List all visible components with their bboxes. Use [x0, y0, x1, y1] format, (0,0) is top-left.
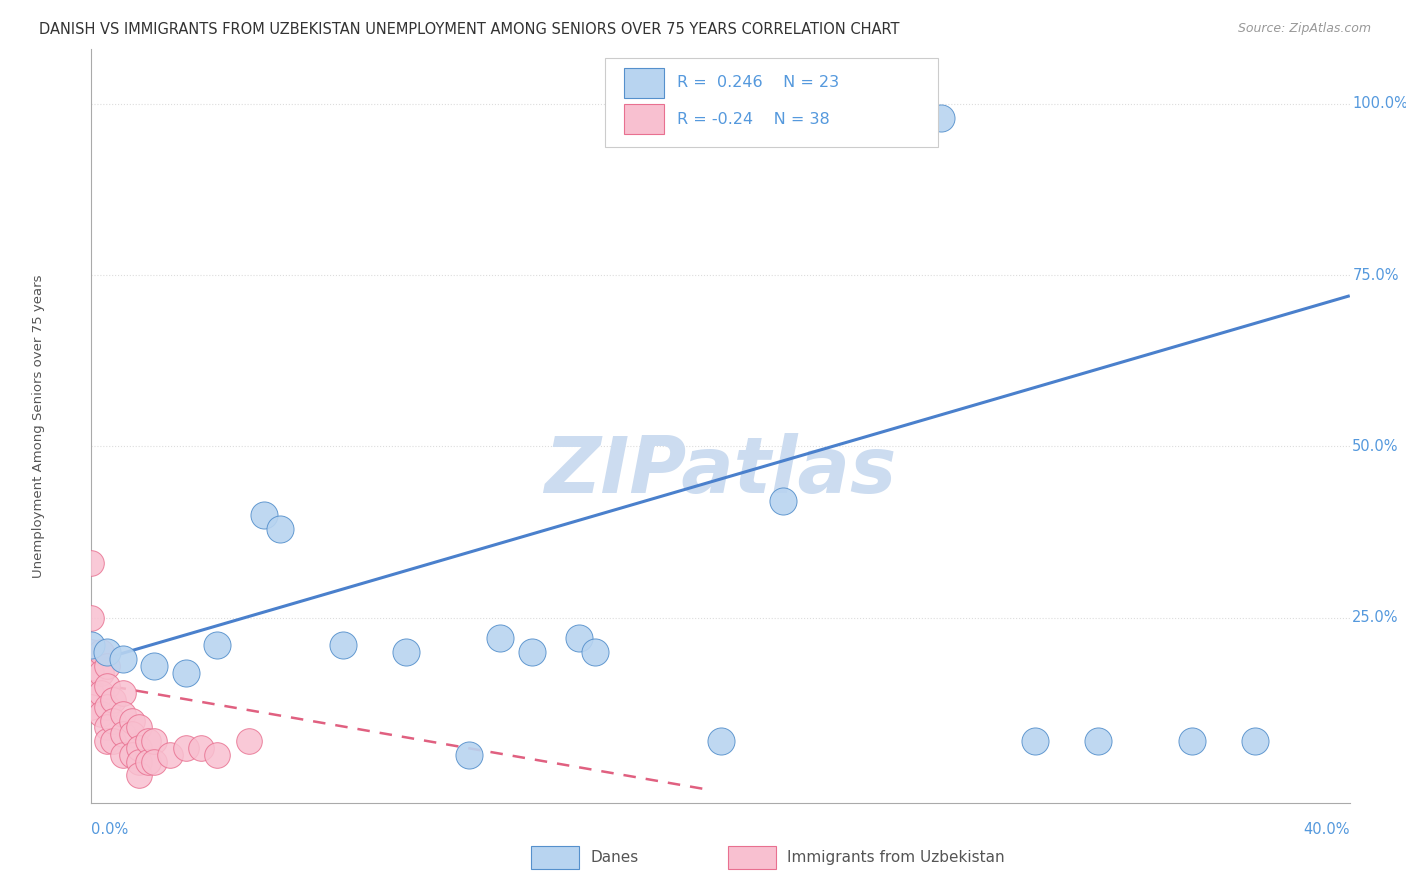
- Point: [1244, 734, 1267, 748]
- Point: [111, 686, 134, 700]
- Text: ZIPatlas: ZIPatlas: [544, 434, 897, 509]
- Point: [96, 721, 118, 735]
- Point: [96, 699, 118, 714]
- Point: [205, 747, 228, 762]
- FancyBboxPatch shape: [605, 58, 938, 147]
- Text: DANISH VS IMMIGRANTS FROM UZBEKISTAN UNEMPLOYMENT AMONG SENIORS OVER 75 YEARS CO: DANISH VS IMMIGRANTS FROM UZBEKISTAN UNE…: [39, 22, 900, 37]
- Text: 0.0%: 0.0%: [91, 822, 128, 837]
- Text: Source: ZipAtlas.com: Source: ZipAtlas.com: [1237, 22, 1371, 36]
- Point: [159, 747, 181, 762]
- Point: [136, 734, 159, 748]
- Point: [103, 693, 125, 707]
- Point: [866, 111, 889, 125]
- Point: [143, 658, 166, 673]
- Point: [128, 721, 150, 735]
- Text: R =  0.246    N = 23: R = 0.246 N = 23: [676, 76, 838, 90]
- Point: [111, 747, 134, 762]
- Point: [96, 645, 118, 659]
- Point: [111, 727, 134, 741]
- Point: [205, 638, 228, 652]
- Point: [457, 747, 479, 762]
- Point: [1087, 734, 1109, 748]
- Point: [709, 734, 731, 748]
- FancyBboxPatch shape: [728, 846, 776, 869]
- Point: [80, 645, 103, 659]
- Point: [121, 714, 143, 728]
- Point: [520, 645, 543, 659]
- Point: [111, 652, 134, 666]
- Point: [90, 645, 112, 659]
- Point: [80, 699, 103, 714]
- Point: [489, 632, 512, 646]
- Point: [128, 741, 150, 756]
- Point: [143, 755, 166, 769]
- Point: [395, 645, 418, 659]
- Point: [269, 522, 291, 536]
- Text: 75.0%: 75.0%: [1353, 268, 1399, 283]
- FancyBboxPatch shape: [624, 68, 664, 98]
- Text: R = -0.24    N = 38: R = -0.24 N = 38: [676, 112, 830, 127]
- Point: [103, 734, 125, 748]
- Point: [929, 111, 952, 125]
- Point: [103, 714, 125, 728]
- Point: [332, 638, 354, 652]
- Point: [90, 665, 112, 680]
- Point: [568, 632, 591, 646]
- Point: [238, 734, 260, 748]
- Point: [253, 508, 276, 522]
- Point: [90, 706, 112, 721]
- Text: Unemployment Among Seniors over 75 years: Unemployment Among Seniors over 75 years: [32, 274, 45, 578]
- Text: Immigrants from Uzbekistan: Immigrants from Uzbekistan: [787, 850, 1005, 864]
- Point: [80, 665, 103, 680]
- Point: [174, 741, 197, 756]
- Text: 40.0%: 40.0%: [1303, 822, 1350, 837]
- Point: [174, 665, 197, 680]
- Point: [136, 755, 159, 769]
- Point: [128, 755, 150, 769]
- FancyBboxPatch shape: [624, 104, 664, 134]
- Point: [121, 747, 143, 762]
- Text: 50.0%: 50.0%: [1353, 439, 1399, 454]
- Point: [190, 741, 212, 756]
- Point: [111, 706, 134, 721]
- Text: 25.0%: 25.0%: [1353, 610, 1399, 625]
- Point: [772, 494, 794, 508]
- Point: [128, 768, 150, 782]
- Point: [143, 734, 166, 748]
- Point: [96, 734, 118, 748]
- Text: 100.0%: 100.0%: [1353, 96, 1406, 112]
- Point: [96, 679, 118, 693]
- Point: [80, 638, 103, 652]
- Point: [1024, 734, 1046, 748]
- Point: [90, 686, 112, 700]
- Point: [80, 611, 103, 625]
- Point: [583, 645, 606, 659]
- Text: Danes: Danes: [591, 850, 638, 864]
- Point: [121, 727, 143, 741]
- FancyBboxPatch shape: [531, 846, 579, 869]
- Point: [96, 658, 118, 673]
- Point: [80, 686, 103, 700]
- Point: [1181, 734, 1204, 748]
- Point: [80, 556, 103, 570]
